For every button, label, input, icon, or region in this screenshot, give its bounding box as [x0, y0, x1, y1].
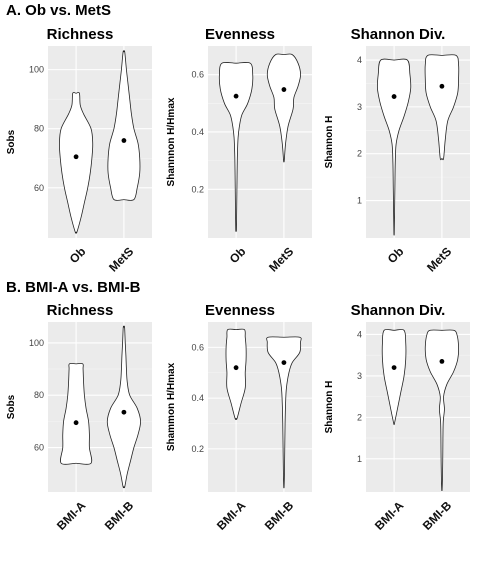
- mean-point: [121, 409, 127, 415]
- x-category-label: MetS: [106, 244, 136, 274]
- x-category-label: BMI-A: [54, 498, 89, 533]
- y-tick-label: 100: [29, 65, 44, 75]
- y-tick-label: 60: [34, 183, 44, 193]
- violin: [266, 53, 301, 163]
- y-tick-label: 100: [29, 338, 44, 348]
- y-tick-label: 4: [357, 55, 362, 65]
- panel-title: Evenness: [204, 26, 276, 43]
- mean-point: [391, 94, 397, 99]
- mean-point: [391, 365, 397, 371]
- section-b-label: B. BMI-A vs. BMI-B: [6, 279, 141, 296]
- x-category-label: BMI-B: [262, 498, 297, 533]
- panel-title: Shannon Div.: [350, 26, 446, 43]
- y-axis-title: Sobs: [6, 394, 17, 419]
- mean-point: [233, 365, 239, 371]
- panel-a-evenness: Evenness 0.2 0.4 0.6 Ob MetS Shannnon H/Hmax: [160, 26, 320, 296]
- y-tick-label: 1: [357, 454, 362, 464]
- y-tick-label: 0.4: [191, 393, 204, 403]
- x-category-label: BMI-B: [102, 498, 137, 533]
- mean-point: [281, 87, 287, 92]
- panel-title: Richness: [46, 26, 114, 43]
- y-tick-label: 80: [34, 390, 44, 400]
- violin: [266, 336, 302, 489]
- chart-svg: 0.2 0.4 0.6 Ob MetS Shannnon H/Hmax: [166, 46, 312, 275]
- chart-svg: 1 2 3 4 BMI-A BMI-B Shannon H: [324, 322, 470, 533]
- y-tick-label: 1: [357, 196, 362, 206]
- violin: [376, 58, 412, 236]
- mean-point: [439, 83, 445, 89]
- violin: [424, 54, 460, 161]
- violin: [218, 61, 254, 232]
- x-category-label: BMI-A: [214, 498, 249, 533]
- x-category-label: MetS: [424, 244, 454, 274]
- y-tick-label: 4: [357, 329, 362, 339]
- violin: [225, 328, 247, 420]
- chart-svg: 60 80 100 BMI-A BMI-B Sobs: [6, 322, 152, 533]
- panel-title: Richness: [46, 302, 114, 319]
- section-a-label: A. Ob vs. MetS: [6, 2, 112, 19]
- x-category-label: Ob: [385, 244, 407, 266]
- y-tick-label: 0.6: [191, 70, 204, 80]
- panel-title: Shannon Div.: [350, 302, 446, 319]
- y-tick-label: 0.2: [191, 444, 204, 454]
- mean-point: [233, 93, 239, 99]
- x-category-label: BMI-A: [372, 498, 407, 533]
- y-tick-label: 0.4: [191, 127, 204, 137]
- chart-svg: 1 2 3 4 Ob MetS Shannon H: [324, 46, 470, 275]
- y-axis-title: Shammon H/Hmax: [166, 362, 177, 451]
- x-category-label: Ob: [67, 244, 89, 266]
- mean-point: [281, 360, 287, 365]
- violin: [59, 91, 94, 234]
- y-tick-label: 2: [357, 149, 362, 159]
- violin: [106, 325, 141, 489]
- y-axis-title: Shannnon H/Hmax: [166, 97, 177, 186]
- panel-a-richness: Richness 60 80 100 Ob MetS Sobs: [0, 26, 160, 296]
- y-tick-label: 0.2: [191, 184, 204, 194]
- y-tick-label: 0.6: [191, 342, 204, 352]
- mean-point: [121, 138, 127, 143]
- y-tick-label: 80: [34, 124, 44, 134]
- chart-svg: 0.2 0.4 0.6 BMI-A BMI-B Shammon H/Hmax: [166, 322, 312, 533]
- x-category-label: MetS: [266, 244, 296, 274]
- violin: [107, 50, 141, 201]
- y-tick-label: 3: [357, 102, 362, 112]
- panel-b-evenness: Evenness 0.2 0.4 0.6 BMI-A BMI-B Shammon H/Hm…: [160, 302, 320, 572]
- y-axis-title: Sobs: [6, 129, 17, 154]
- y-axis-title: Shannon H: [324, 116, 335, 169]
- y-tick-label: 2: [357, 412, 362, 422]
- panel-b-shannon: Shannon Div. 1 2 3 4 BMI-A BMI-B Shannon H: [318, 302, 478, 572]
- violin: [424, 329, 460, 492]
- violin: [59, 363, 93, 465]
- mean-point: [73, 420, 79, 426]
- chart-svg: 60 80 100 Ob MetS Sobs: [6, 46, 152, 275]
- violin: [381, 328, 407, 426]
- y-axis-title: Shannon H: [324, 381, 335, 434]
- x-category-label: Ob: [227, 244, 249, 266]
- mean-point: [73, 154, 79, 160]
- x-category-label: BMI-B: [420, 498, 455, 533]
- y-tick-label: 60: [34, 443, 44, 453]
- panel-a-shannon: Shannon Div. 1 2 3 4 Ob MetS Shannon H: [318, 26, 478, 296]
- panel-b-richness: Richness 60 80 100 BMI-A BMI-B Sobs: [0, 302, 160, 572]
- panel-title: Evenness: [204, 302, 276, 319]
- mean-point: [439, 358, 445, 364]
- y-tick-label: 3: [357, 371, 362, 381]
